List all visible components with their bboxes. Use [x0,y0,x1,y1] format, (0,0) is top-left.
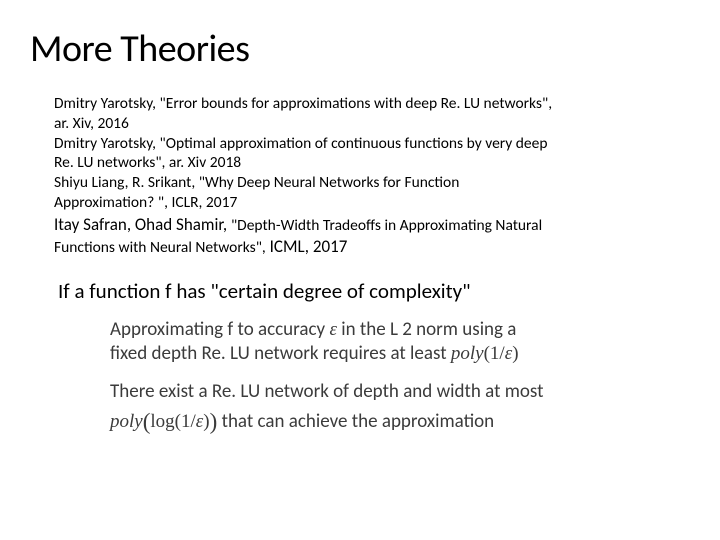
ref-1-line-b: ar. Xiv, 2016 [54,114,666,134]
poly-func: poly [451,343,484,364]
t2-arg-open: ( [143,409,151,434]
t2-inner-close: ) [203,411,209,432]
t2-inner-open: (1/ [175,411,196,432]
references-block: Dmitry Yarotsky, "Error bounds for appro… [0,72,720,258]
slide: More Theories Dmitry Yarotsky, "Error bo… [0,0,720,540]
theorem-2: There exist a Re. LU network of depth an… [110,380,720,434]
ref-1-line-a: Dmitry Yarotsky, "Error bounds for appro… [54,94,666,114]
log-func: log [150,411,174,432]
slide-title: More Theories [0,0,720,72]
ref-4-line-a: Itay Safran, Ohad Shamir, "Depth-Width T… [54,214,666,236]
ref-4-end-b: ICML, 2017 [266,236,348,257]
t1-arg-close: ) [512,343,518,364]
t1-part2: in the L 2 norm using a [337,318,516,341]
theorem-1: Approximating f to accuracy ε in the L 2… [110,318,720,367]
epsilon-symbol: ε [329,319,337,340]
t1-part3: fixed depth Re. LU network requires at l… [110,342,451,365]
statement-text: If a function f has "certain degree of c… [0,258,720,304]
theorems-block: Approximating f to accuracy ε in the L 2… [0,304,720,434]
t2-part2: that can achieve the approximation [217,410,494,433]
poly-func-2: poly [110,411,143,432]
ref-2-line-a: Dmitry Yarotsky, "Optimal approximation … [54,134,666,154]
ref-2-line-b: Re. LU networks", ar. Xiv 2018 [54,153,666,173]
t1-part1: Approximating f to accuracy [110,318,329,341]
ref-4-line-b: Functions with Neural Networks", ICML, 2… [54,236,666,258]
t1-arg-open: (1/ [484,343,505,364]
ref-3-line-a: Shiyu Liang, R. Srikant, "Why Deep Neura… [54,173,666,193]
ref-4-mid: "Depth-Width Tradeoffs in Approximating … [231,216,542,235]
t2-arg-close: ) [210,409,218,434]
t2-part1: There exist a Re. LU network of depth an… [110,380,544,403]
ref-4-end-a: Functions with Neural Networks", [54,238,266,257]
ref-4-authors: Itay Safran, Ohad Shamir, [54,214,231,235]
ref-3-line-b: Approximation? ", ICLR, 2017 [54,193,666,213]
